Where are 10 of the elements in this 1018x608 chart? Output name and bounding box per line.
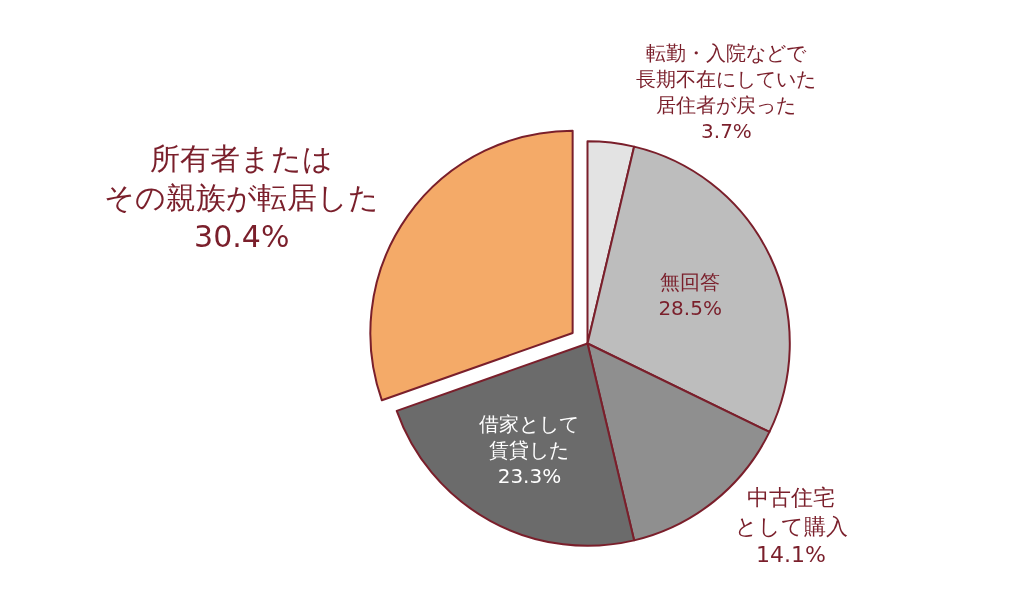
data-label: 3.7% — [701, 119, 752, 144]
data-label: 30.4% — [194, 218, 290, 254]
slice-label: 所有者またはその親族が転居した — [104, 140, 380, 215]
slice-label: 借家として賃貸した — [479, 411, 580, 462]
data-label: 28.5% — [658, 295, 722, 320]
slice-label: 中古住宅として購入 — [734, 485, 848, 539]
data-label: 14.1% — [756, 542, 826, 568]
slice-label: 無回答 — [660, 269, 721, 294]
data-label: 23.3% — [497, 463, 562, 488]
slice-label: 転勤・入院などで長期不在にしていた居住者が戻った — [636, 41, 817, 118]
